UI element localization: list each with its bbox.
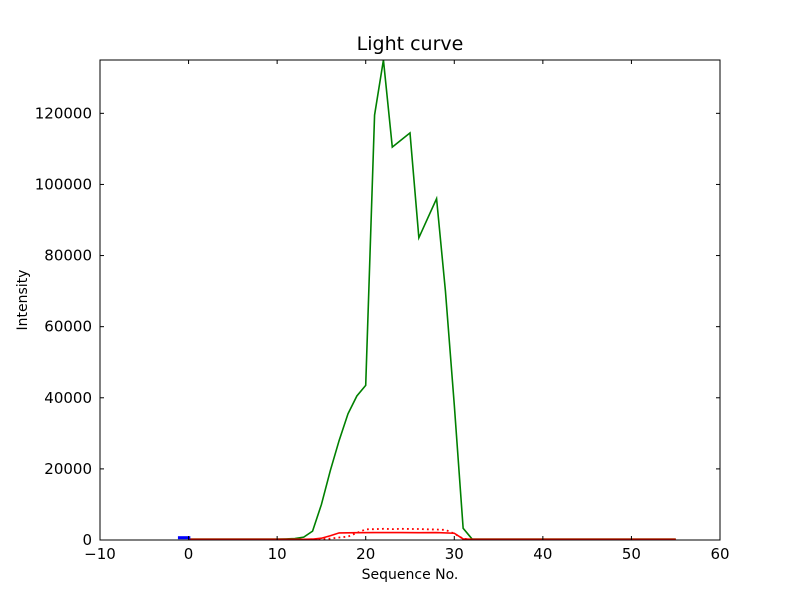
x-tick-label: 10: [268, 545, 287, 563]
y-tick-label: 40000: [44, 389, 92, 407]
x-tick-label: 60: [710, 545, 729, 563]
y-tick-label: 100000: [35, 175, 92, 193]
y-tick-label: 0: [82, 531, 92, 549]
series-red-dotted-curve: [188, 527, 676, 540]
x-tick-label: 50: [622, 545, 641, 563]
x-tick-label: −10: [84, 545, 116, 563]
x-tick-label: 0: [184, 545, 194, 563]
x-tick-label: 30: [445, 545, 464, 563]
x-tick-label: 40: [533, 545, 552, 563]
y-tick-label: 120000: [35, 104, 92, 122]
y-tick-label: 60000: [44, 318, 92, 336]
series-red-curve: [188, 531, 676, 540]
x-tick-label: 20: [356, 545, 375, 563]
axes-spines: [99, 59, 721, 541]
y-tick-label: 80000: [44, 247, 92, 265]
plot-title: Light curve: [356, 33, 464, 55]
y-axis-label: Intensity: [15, 269, 31, 331]
y-tick-label: 20000: [44, 460, 92, 478]
series-green-curve: [188, 60, 676, 540]
x-axis-label: Sequence No.: [361, 567, 459, 583]
